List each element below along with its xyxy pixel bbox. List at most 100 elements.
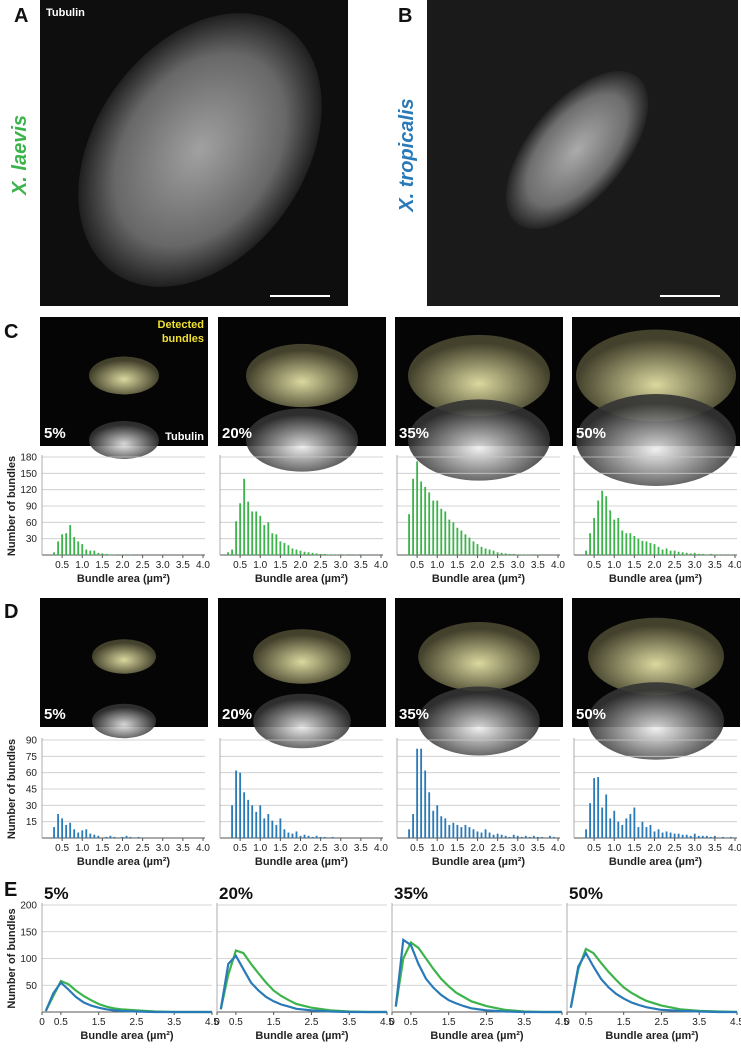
bar <box>440 508 443 555</box>
y-tick-label: 60 <box>26 518 38 529</box>
x-tick-label: 0.5 <box>587 843 601 854</box>
x-tick-label: 4.0 <box>374 560 388 571</box>
bar <box>53 827 55 838</box>
x-tick-label: 1.5 <box>627 843 641 854</box>
bar <box>263 525 266 555</box>
bar <box>243 792 246 838</box>
x-tick-label: 3.0 <box>156 560 170 571</box>
bar <box>508 836 511 838</box>
bar <box>255 511 258 555</box>
x-tick-label: 1.0 <box>75 560 89 571</box>
x-tick-label: 0.5 <box>587 560 601 571</box>
x-axis-label: Bundle area (µm²) <box>609 856 702 868</box>
bar <box>231 549 233 555</box>
bar <box>605 496 608 555</box>
image-label: 50% <box>576 425 606 442</box>
x-tick-label: 2.0 <box>294 843 308 854</box>
x-tick-label: 1.5 <box>273 560 287 571</box>
bar <box>295 831 298 838</box>
bar <box>472 541 475 555</box>
bar <box>432 810 435 838</box>
bar <box>528 836 531 838</box>
tubulin-image <box>588 682 724 760</box>
bar <box>65 824 68 838</box>
bar <box>335 554 338 555</box>
spindle <box>78 13 322 287</box>
x-tick-label: 2.5 <box>314 843 328 854</box>
x-tick-label: 0.5 <box>233 560 247 571</box>
x-tick-label: 3.5 <box>708 843 722 854</box>
bar <box>416 748 419 838</box>
bar <box>629 533 632 555</box>
x-tick-label: 0 <box>564 1017 570 1028</box>
bar <box>267 814 270 838</box>
x-tick-label: 3.0 <box>688 843 702 854</box>
bar <box>307 835 310 838</box>
bundle-overlay <box>253 629 351 684</box>
bar <box>460 530 463 555</box>
bar <box>645 827 648 838</box>
bundle-overlay <box>92 639 156 674</box>
bar <box>287 832 290 838</box>
bar <box>520 554 523 555</box>
bar <box>343 554 346 555</box>
bar <box>669 550 672 555</box>
bar <box>77 541 80 555</box>
x-tick-label: 4.0 <box>728 560 741 571</box>
bundle-overlay <box>246 343 358 408</box>
bar <box>669 832 672 838</box>
bar <box>323 836 326 838</box>
bar <box>496 552 499 555</box>
bundle-overlay <box>408 334 550 417</box>
x-tick-label: 2.5 <box>136 843 150 854</box>
bar <box>299 550 302 555</box>
x-tick-label: 3.5 <box>354 843 368 854</box>
y-axis-label: Number of bundles <box>6 908 18 1008</box>
bar <box>653 544 656 555</box>
bar <box>105 836 108 838</box>
bar <box>653 831 656 838</box>
x-tick-label: 3.5 <box>708 560 722 571</box>
image-label: 50% <box>576 706 606 723</box>
bar <box>705 835 708 838</box>
bar <box>637 538 640 555</box>
y-tick-label: 30 <box>26 801 38 812</box>
x-tick-label: 1.0 <box>607 843 621 854</box>
x-tick-label: 1.5 <box>617 1017 631 1028</box>
bar <box>476 831 479 838</box>
bar <box>512 834 515 838</box>
bar <box>311 552 314 555</box>
panel-letter: C <box>4 321 18 343</box>
species-label: X. tropicalis <box>396 98 418 212</box>
x-tick-label: 0.5 <box>404 1017 418 1028</box>
bar <box>722 836 724 838</box>
y-axis-label: Number of bundles <box>6 456 18 556</box>
panel-letter: A <box>14 5 28 27</box>
bar <box>713 554 716 555</box>
chart-title: 20% <box>219 884 253 903</box>
bar <box>601 490 604 555</box>
tubulin-image <box>408 399 550 481</box>
x-tick-label: 1.5 <box>92 1017 106 1028</box>
bar <box>673 550 676 555</box>
bar <box>512 553 515 555</box>
bar <box>283 543 286 555</box>
x-tick-label: 0.5 <box>54 1017 68 1028</box>
y-tick-label: 60 <box>26 768 38 779</box>
bar <box>275 534 278 555</box>
bar <box>311 836 314 838</box>
bar <box>267 522 270 555</box>
bar <box>251 805 254 838</box>
x-tick-label: 3.0 <box>688 560 702 571</box>
x-tick-label: 3.0 <box>334 560 348 571</box>
x-axis-label: Bundle area (µm²) <box>430 1030 523 1042</box>
tubulin-image <box>253 693 351 749</box>
chart-title: 5% <box>44 884 69 903</box>
x-tick-label: 3.5 <box>176 843 190 854</box>
bar <box>247 501 250 555</box>
bundle-overlay <box>418 622 540 691</box>
tubulin-image <box>92 703 156 739</box>
x-tick-label: 4.0 <box>728 843 741 854</box>
bar <box>484 829 487 838</box>
bar <box>524 554 527 555</box>
